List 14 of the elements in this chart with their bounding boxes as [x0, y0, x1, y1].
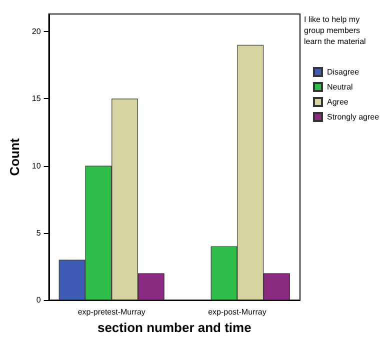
y-tick-label: 0 [36, 296, 42, 305]
legend-label: Strongly agree [327, 112, 380, 122]
x-axis-title: section number and time [97, 320, 252, 335]
legend-label: Disagree [327, 68, 360, 76]
legend-label: Agree [327, 98, 349, 106]
legend-label: Neutral [327, 82, 354, 92]
y-tick-label: 5 [36, 228, 42, 238]
y-tick-label: 15 [32, 94, 42, 104]
x-tick-label: exp-post-Murray [208, 308, 266, 317]
legend-title: I like to help my group members learn the material [304, 15, 366, 46]
y-tick-label: 20 [32, 26, 42, 36]
x-tick-label: exp-pretest-Murray [78, 308, 146, 317]
y-axis-title: Count [7, 138, 22, 176]
y-tick-label: 10 [32, 161, 42, 170]
